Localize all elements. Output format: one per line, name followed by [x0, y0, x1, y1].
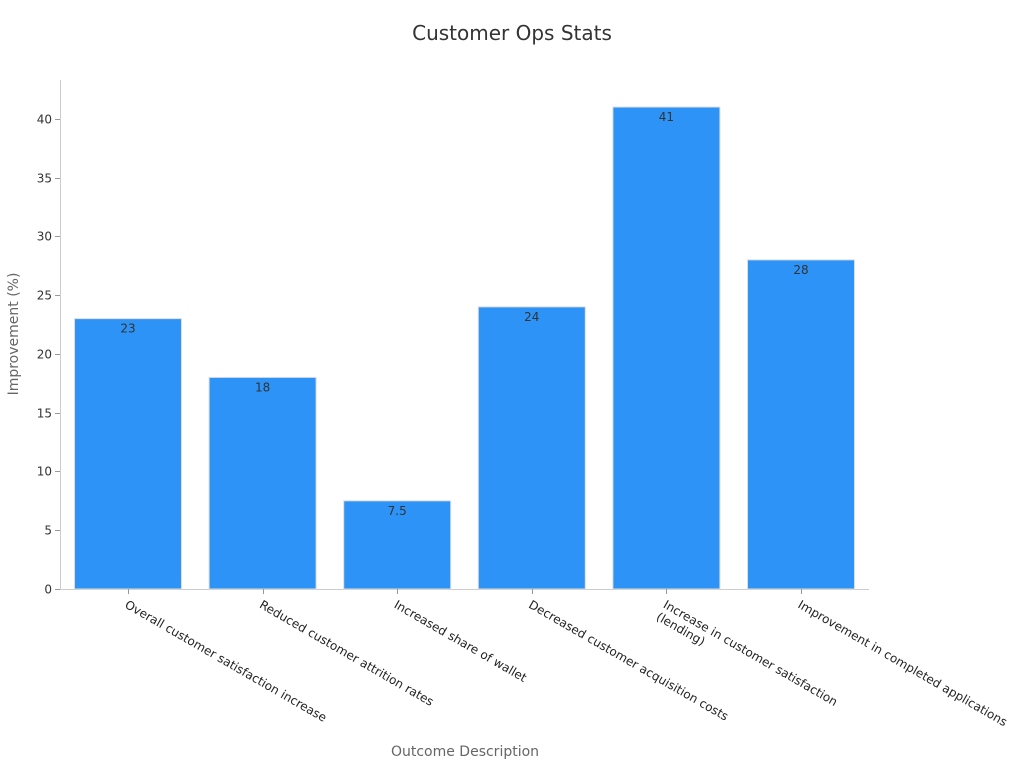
y-tick-label: 15 — [37, 407, 52, 421]
bar — [74, 318, 182, 590]
x-tick-label-line: Improvement in completed applications — [796, 597, 1010, 729]
x-tick-label: Increased share of wallet — [392, 597, 530, 685]
x-axis-ticks: Overall customer satisfaction increaseRe… — [123, 589, 1010, 729]
bar — [747, 259, 855, 590]
bar-value-label: 23 — [120, 322, 135, 336]
y-axis-title: Improvement (%) — [6, 273, 22, 396]
y-tick-label: 25 — [37, 289, 52, 303]
bar-value-label: 18 — [255, 380, 270, 394]
y-tick-label: 35 — [37, 172, 52, 186]
bars-group — [74, 106, 855, 590]
y-tick-label: 10 — [37, 465, 52, 479]
bar — [343, 500, 452, 590]
x-axis-title: Outcome Description — [391, 744, 539, 760]
y-tick-label: 20 — [37, 348, 52, 362]
bar-value-label: 28 — [793, 263, 808, 277]
x-tick-label: Improvement in completed applications — [796, 597, 1010, 729]
y-tick-label: 40 — [37, 113, 52, 127]
bar-value-label: 24 — [524, 310, 539, 324]
bar — [208, 376, 317, 590]
data-labels-group: 23 18 7.5 24 41 28 — [120, 110, 808, 518]
y-tick-label: 5 — [44, 524, 52, 538]
bar-value-label: 7.5 — [388, 504, 407, 518]
y-axis-ticks: 0 5 10 15 20 25 30 35 40 — [37, 113, 60, 597]
y-tick-label: 30 — [37, 230, 52, 244]
bar — [477, 306, 586, 590]
chart-title: Customer Ops Stats — [412, 21, 612, 45]
bar-value-label: 41 — [659, 110, 674, 124]
bar — [612, 106, 721, 590]
y-tick-label: 0 — [44, 583, 52, 597]
x-tick-label-line: Increased share of wallet — [392, 597, 530, 685]
